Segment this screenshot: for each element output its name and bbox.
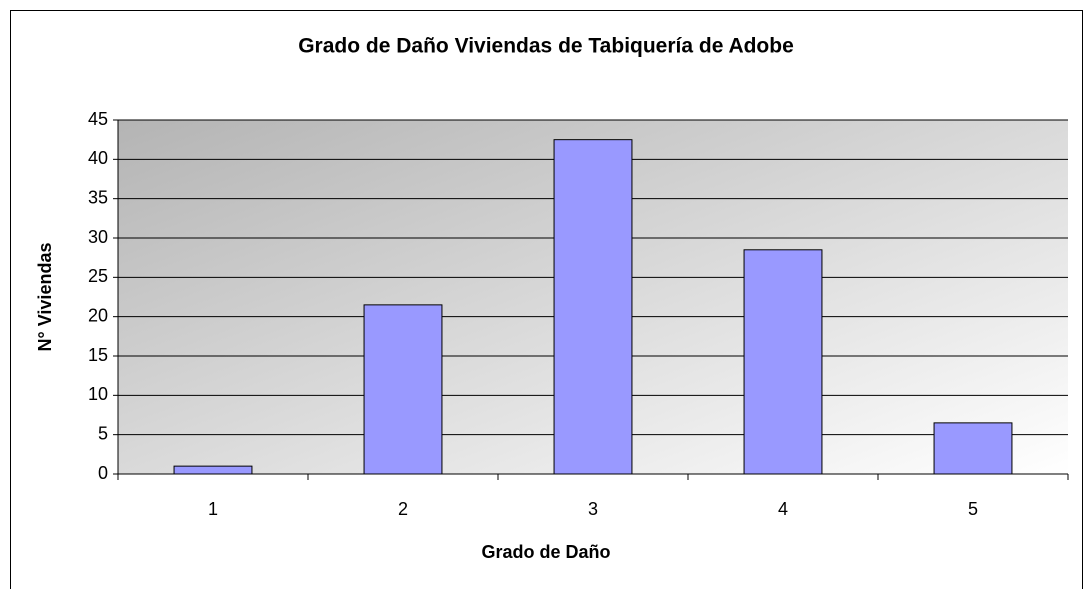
x-tick-label: 2 [398, 499, 408, 519]
y-tick-label: 0 [98, 463, 108, 483]
y-tick-label: 40 [88, 148, 108, 168]
chart-title: Grado de Daño Viviendas de Tabiquería de… [298, 35, 794, 58]
bar [173, 465, 253, 475]
x-tick-label: 5 [968, 499, 978, 519]
y-tick-label: 45 [88, 109, 108, 129]
x-tick-label: 4 [778, 499, 788, 519]
bar [933, 422, 1013, 475]
y-tick-label: 20 [88, 305, 108, 325]
x-tick-label: 3 [588, 499, 598, 519]
bar [743, 249, 823, 475]
x-tick-label: 1 [208, 499, 218, 519]
y-tick-label: 15 [88, 345, 108, 365]
y-tick-label: 35 [88, 187, 108, 207]
bar [363, 304, 443, 475]
y-tick-label: 10 [88, 384, 108, 404]
y-tick-label: 25 [88, 266, 108, 286]
y-axis-label: N° Viviendas [35, 243, 55, 352]
y-tick-label: 5 [98, 423, 108, 443]
y-tick-label: 30 [88, 227, 108, 247]
bar [553, 139, 633, 475]
x-axis-label: Grado de Daño [481, 542, 610, 562]
